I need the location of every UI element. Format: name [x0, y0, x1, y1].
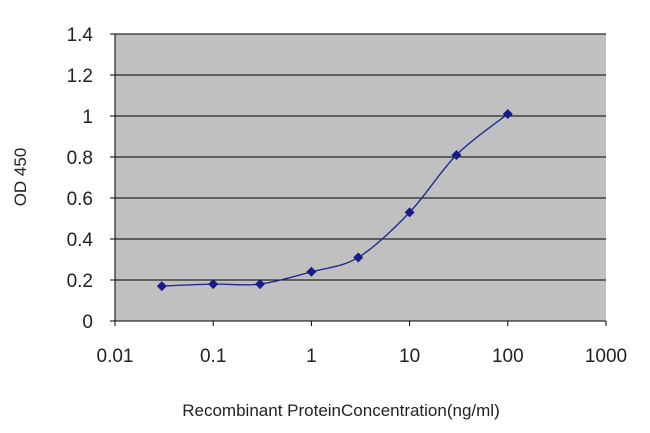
y-tick-label: 0.6 [67, 189, 93, 210]
y-tick-label: 1 [82, 107, 93, 128]
x-axis-ticks: 0.01 0.1 1 10 100 1000 [97, 321, 627, 367]
data-point [208, 279, 219, 290]
y-tick-label: 1.2 [67, 66, 93, 87]
y-axis-label: OD 450 [11, 148, 30, 207]
data-point [502, 108, 513, 119]
y-tick-label: 0.8 [67, 148, 93, 169]
y-axis-ticks: 0 0.2 0.4 0.6 0.8 1 1.2 1.4 [67, 25, 115, 333]
x-tick-label: 10 [399, 346, 420, 367]
x-tick-label: 1000 [585, 346, 627, 367]
data-point [255, 279, 266, 290]
y-tick-label: 0.4 [67, 230, 94, 251]
data-point [353, 252, 364, 263]
x-axis-label: Recombinant ProteinConcentration(ng/ml) [182, 401, 500, 420]
data-point [451, 149, 462, 160]
data-point [404, 207, 415, 218]
y-tick-label: 0.2 [67, 271, 93, 292]
x-tick-label: 1 [306, 346, 317, 367]
x-tick-label: 0.1 [200, 346, 226, 367]
x-tick-label: 100 [492, 346, 524, 367]
series-layer [156, 108, 513, 292]
grid-lines [115, 33, 606, 281]
y-tick-label: 0 [82, 312, 93, 333]
plot-area [115, 34, 606, 321]
data-point [156, 281, 167, 292]
data-point [306, 266, 317, 277]
y-tick-label: 1.4 [67, 25, 94, 46]
x-tick-label: 0.01 [97, 346, 134, 367]
